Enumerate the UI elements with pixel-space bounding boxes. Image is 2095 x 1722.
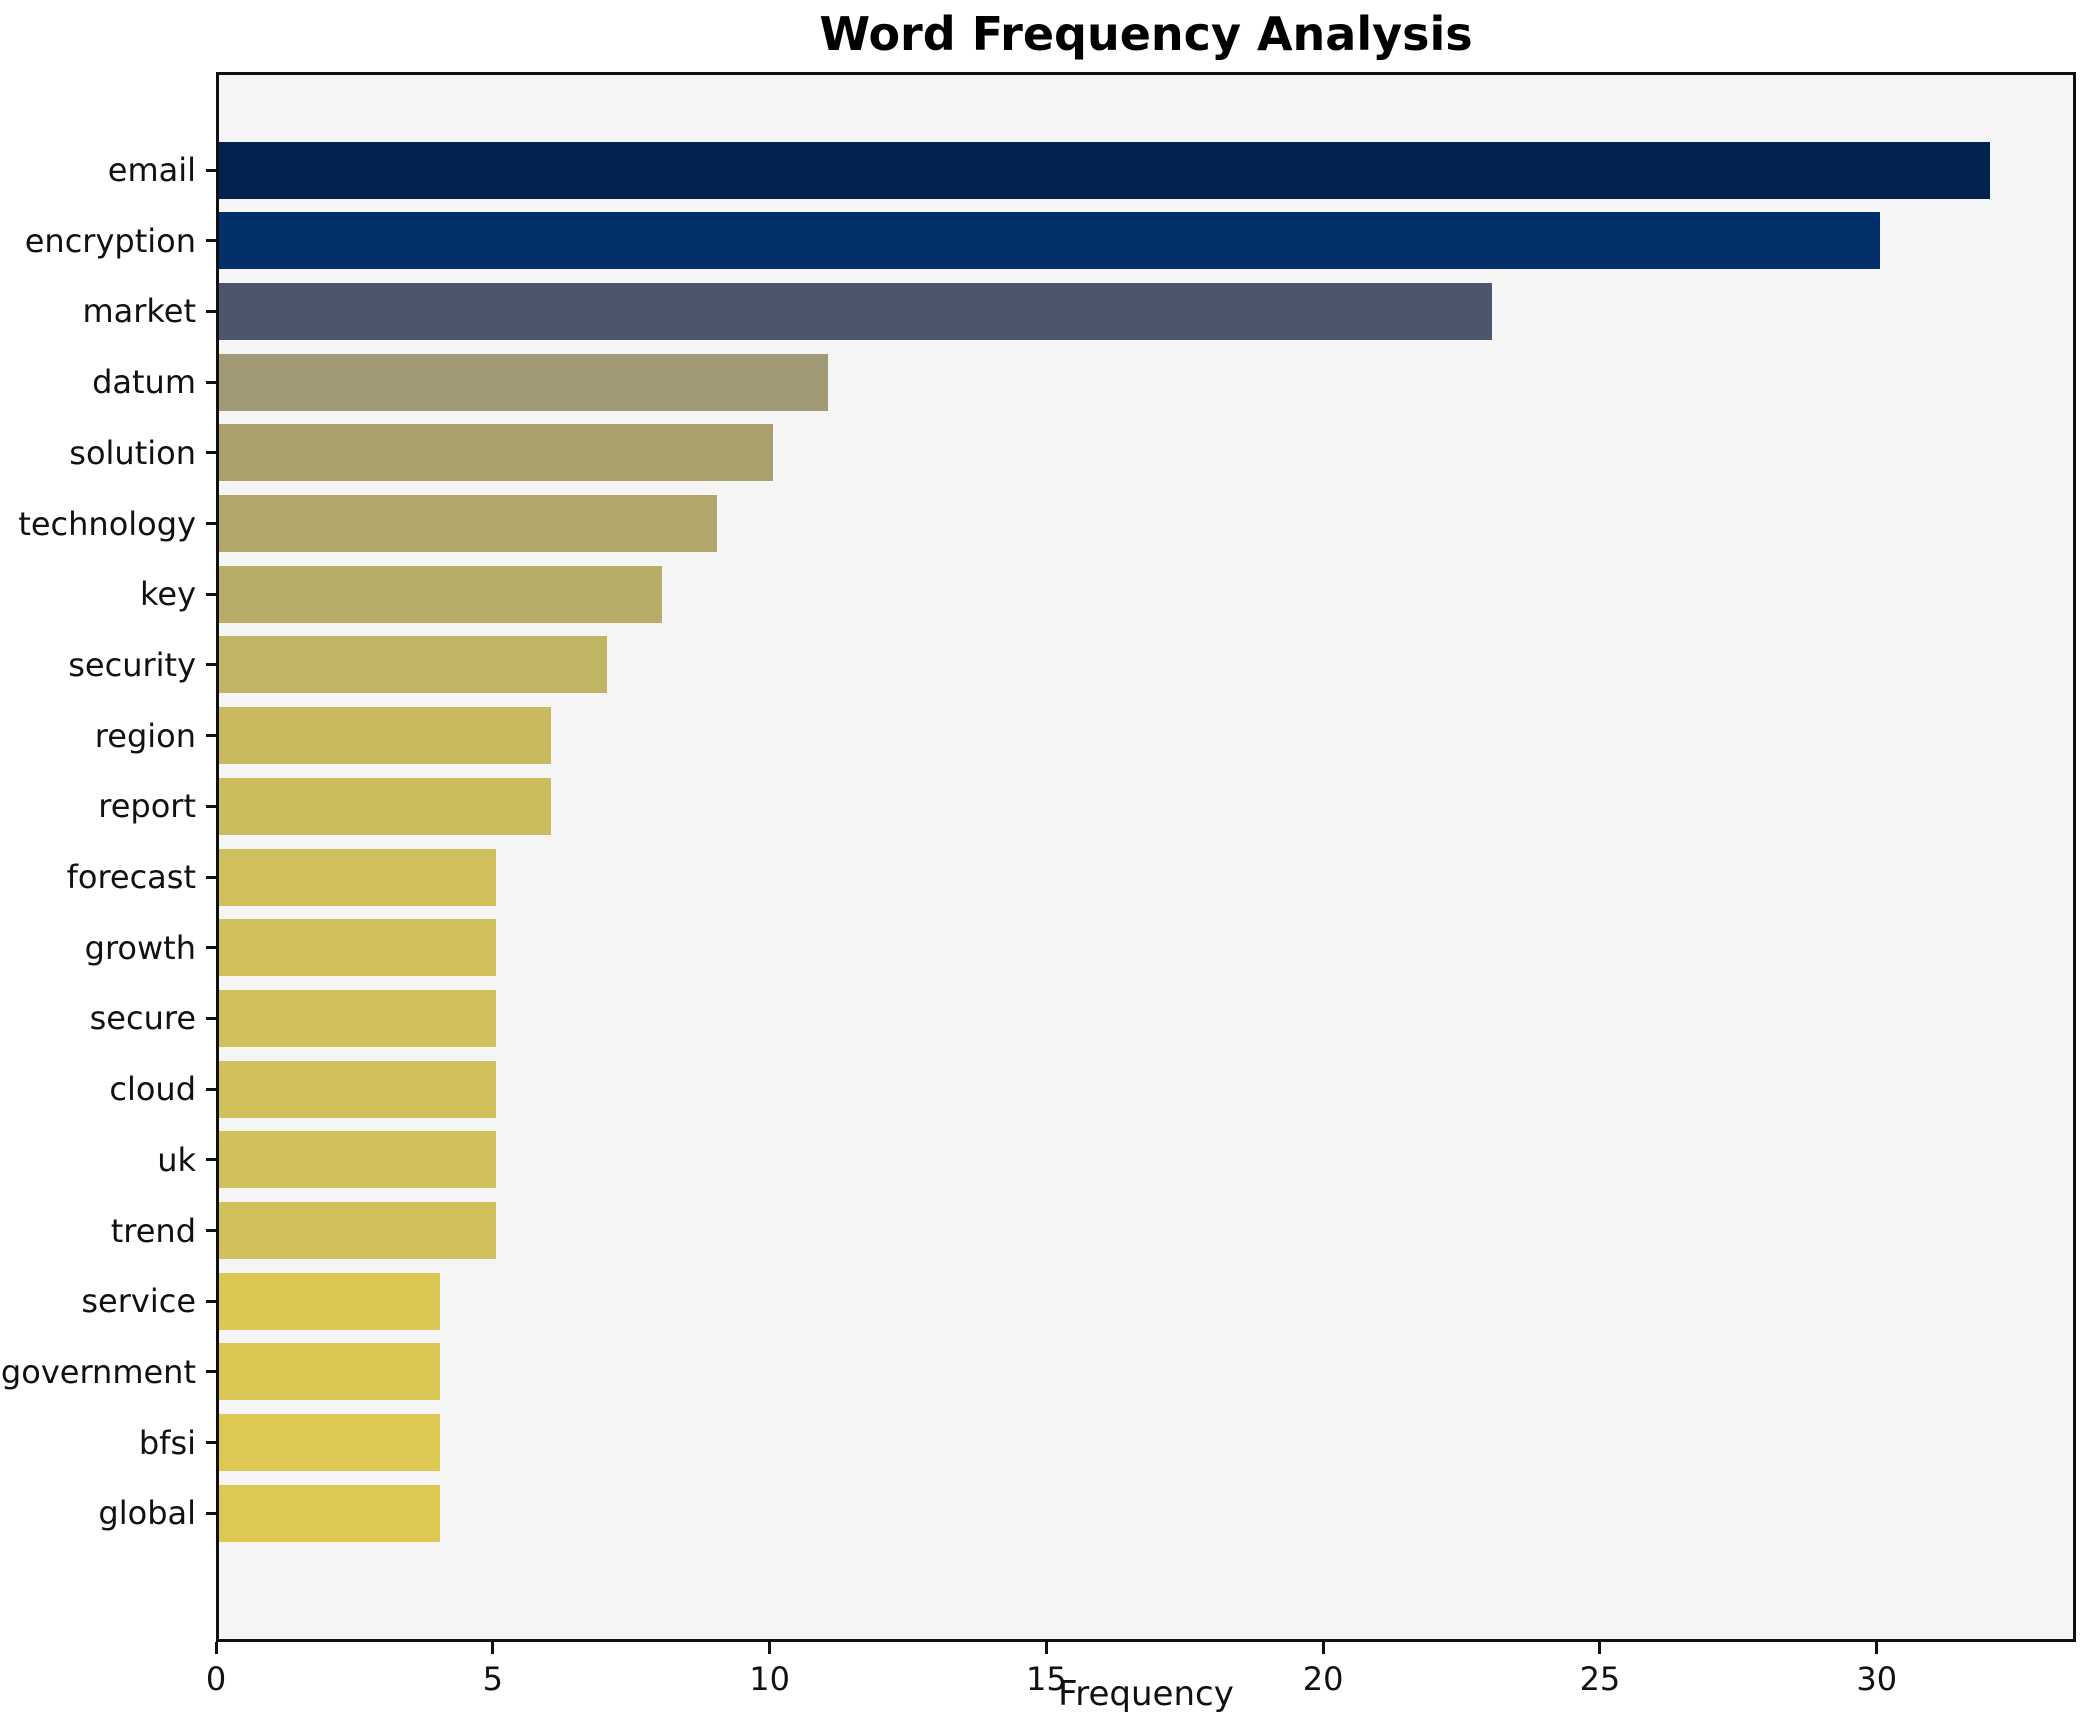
y-tick-mark	[206, 1229, 216, 1232]
x-axis-label: Frequency	[1058, 1674, 1234, 1714]
y-tick-mark	[206, 875, 216, 879]
bar-region	[219, 707, 552, 765]
y-tick-label-security: security	[68, 645, 196, 684]
y-tick-mark	[206, 804, 216, 808]
y-tick-mark	[206, 1511, 216, 1515]
x-tick-mark	[1321, 1642, 1325, 1654]
bar-service	[219, 1272, 441, 1330]
x-tick-label-25: 25	[1579, 1660, 1621, 1698]
bar-datum	[219, 353, 828, 411]
y-tick-mark	[206, 1016, 216, 1020]
y-tick-mark	[206, 1299, 216, 1303]
bar-report	[219, 777, 552, 835]
y-tick-label-key: key	[139, 575, 196, 614]
y-tick-label-trend: trend	[110, 1211, 196, 1250]
x-tick-label-20: 20	[1302, 1660, 1344, 1698]
y-tick-label-email: email	[107, 151, 196, 189]
bar-technology	[219, 495, 718, 552]
plot-area	[216, 72, 2076, 1642]
y-tick-label-report: report	[98, 787, 196, 826]
y-tick-label-growth: growth	[84, 928, 196, 967]
y-tick-label-forecast: forecast	[66, 858, 196, 896]
x-tick-label-30: 30	[1856, 1660, 1898, 1698]
x-tick-label-10: 10	[749, 1660, 790, 1698]
x-tick-label-0: 0	[205, 1660, 227, 1698]
chart-title: Word Frequency Analysis	[819, 7, 1473, 61]
x-tick-mark	[214, 1642, 218, 1654]
bar-uk	[219, 1131, 496, 1189]
x-tick-mark	[491, 1642, 495, 1654]
bar-global	[219, 1484, 441, 1542]
y-tick-mark	[206, 451, 216, 455]
y-tick-mark	[206, 1370, 216, 1374]
x-tick-label-15: 15	[1025, 1660, 1067, 1698]
x-tick-mark	[1875, 1642, 1879, 1654]
bar-forecast	[219, 848, 496, 906]
y-tick-label-solution: solution	[69, 433, 196, 472]
bar-bfsi	[219, 1414, 441, 1472]
y-tick-mark	[206, 946, 216, 950]
x-tick-label-5: 5	[482, 1660, 503, 1698]
x-tick-mark	[1598, 1642, 1602, 1654]
y-tick-label-global: global	[98, 1494, 196, 1533]
y-tick-mark	[206, 522, 216, 525]
bar-email	[219, 141, 1991, 199]
x-tick-mark	[1044, 1642, 1048, 1654]
y-tick-label-secure: secure	[89, 999, 196, 1038]
bar-growth	[219, 919, 496, 977]
bar-trend	[219, 1202, 496, 1259]
bar-key	[219, 565, 662, 623]
bar-secure	[219, 989, 496, 1047]
y-tick-mark	[206, 1158, 216, 1162]
bar-market	[219, 282, 1493, 340]
y-tick-mark	[206, 380, 216, 384]
y-tick-label-cloud: cloud	[109, 1070, 196, 1109]
y-tick-mark	[206, 239, 216, 243]
y-tick-label-uk: uk	[157, 1140, 196, 1179]
y-tick-mark	[206, 1087, 216, 1091]
y-tick-mark	[206, 734, 216, 738]
y-tick-mark	[206, 663, 216, 667]
bar-government	[219, 1343, 441, 1401]
bar-encryption	[219, 212, 1880, 270]
y-tick-label-technology: technology	[18, 504, 196, 543]
bar-cloud	[219, 1060, 496, 1118]
y-tick-label-encryption: encryption	[24, 221, 196, 260]
y-tick-label-government: government	[0, 1352, 196, 1391]
y-tick-mark	[206, 309, 216, 313]
y-tick-mark	[206, 592, 216, 596]
y-tick-label-market: market	[82, 292, 196, 331]
y-tick-mark	[206, 168, 216, 172]
x-tick-mark	[768, 1642, 772, 1654]
y-tick-label-bfsi: bfsi	[138, 1423, 196, 1462]
bar-solution	[219, 424, 773, 482]
y-tick-label-datum: datum	[92, 363, 196, 402]
y-tick-mark	[206, 1441, 216, 1445]
y-tick-label-region: region	[94, 716, 196, 755]
bar-security	[219, 636, 607, 694]
y-tick-label-service: service	[81, 1282, 196, 1321]
